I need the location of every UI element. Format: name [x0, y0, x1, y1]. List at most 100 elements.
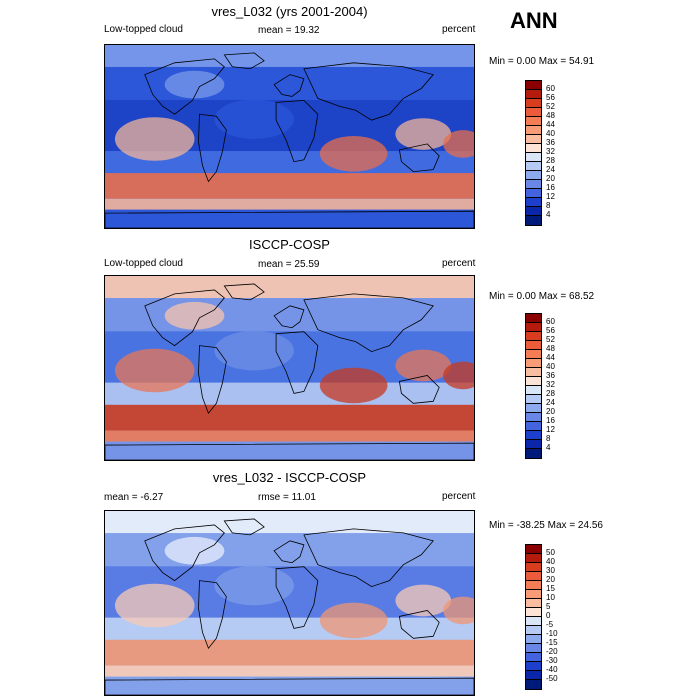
- colorbar-tick-label: 12: [546, 425, 555, 434]
- colorbar-cell: [526, 368, 541, 377]
- colorbar-cell: [526, 350, 541, 359]
- colorbar-cell: [526, 189, 541, 198]
- colorbar-cell: [526, 431, 541, 440]
- colorbar-cell: [526, 644, 541, 653]
- colorbar-tick-label: 56: [546, 93, 555, 102]
- colorbar-tick-label: 16: [546, 416, 555, 425]
- colorbar-tick-label: 52: [546, 102, 555, 111]
- colorbar-tick-label: 36: [546, 371, 555, 380]
- colorbar-cell: [526, 449, 541, 458]
- colorbar-tick-label: 36: [546, 138, 555, 147]
- colorbar-cell: [526, 440, 541, 449]
- colorbar-tick-label: 5: [546, 602, 551, 611]
- colorbar-cell: [526, 171, 541, 180]
- colorbar-tick-label: 30: [546, 566, 555, 575]
- panel-1-mean: mean = 19.32: [258, 25, 320, 36]
- colorbar-tick-label: 15: [546, 584, 555, 593]
- colorbar-tick-label: 48: [546, 111, 555, 120]
- colorbar-tick-label: 24: [546, 165, 555, 174]
- colorbar-cell: [526, 413, 541, 422]
- panel-1-left-label: Low-topped cloud: [104, 24, 183, 35]
- panel-3-minmax: Min = -38.25 Max = 24.56: [489, 520, 603, 531]
- panel-1-map: [104, 44, 475, 229]
- colorbar-cell: [526, 90, 541, 99]
- panel-3-mean: mean = -6.27: [104, 492, 164, 503]
- colorbar-cell: [526, 117, 541, 126]
- colorbar-cell: [526, 572, 541, 581]
- colorbar-tick-label: 40: [546, 557, 555, 566]
- panel-1-units: percent: [442, 24, 476, 35]
- colorbar-tick-label: -10: [546, 629, 558, 638]
- colorbar-tick-label: 32: [546, 147, 555, 156]
- colorbar-cell: [526, 332, 541, 341]
- colorbar-cell: [526, 377, 541, 386]
- colorbar-tick-label: 32: [546, 380, 555, 389]
- colorbar-tick-label: -50: [546, 674, 558, 683]
- colorbar-cell: [526, 162, 541, 171]
- colorbar-cell: [526, 341, 541, 350]
- colorbar-tick-label: -5: [546, 620, 554, 629]
- colorbar-cell: [526, 680, 541, 689]
- colorbar-tick-label: 16: [546, 183, 555, 192]
- colorbar-cell: [526, 626, 541, 635]
- panel-2-map: [104, 275, 475, 461]
- colorbar-tick-label: -30: [546, 656, 558, 665]
- colorbar-cell: [526, 386, 541, 395]
- colorbar-tick-label: 40: [546, 129, 555, 138]
- colorbar-cell: [526, 81, 541, 90]
- colorbar-tick-label: 12: [546, 192, 555, 201]
- panel-3-colorbar: [525, 544, 542, 690]
- colorbar-cell: [526, 590, 541, 599]
- colorbar-tick-label: 48: [546, 344, 555, 353]
- colorbar-tick-label: 20: [546, 407, 555, 416]
- colorbar-tick-label: 20: [546, 575, 555, 584]
- colorbar-cell: [526, 323, 541, 332]
- colorbar-cell: [526, 404, 541, 413]
- colorbar-tick-label: 4: [546, 210, 551, 219]
- panel-2-left-label: Low-topped cloud: [104, 258, 183, 269]
- colorbar-cell: [526, 662, 541, 671]
- colorbar-tick-label: 44: [546, 120, 555, 129]
- colorbar-cell: [526, 207, 541, 216]
- colorbar-cell: [526, 126, 541, 135]
- colorbar-cell: [526, 216, 541, 225]
- panel-2-title: ISCCP-COSP: [249, 237, 330, 252]
- colorbar-tick-label: 4: [546, 443, 551, 452]
- panel-3-title: vres_L032 - ISCCP-COSP: [212, 470, 367, 485]
- colorbar-tick-label: 24: [546, 398, 555, 407]
- colorbar-cell: [526, 180, 541, 189]
- colorbar-cell: [526, 422, 541, 431]
- panel-2-minmax: Min = 0.00 Max = 68.52: [489, 291, 595, 302]
- colorbar-tick-label: 28: [546, 156, 555, 165]
- panel-3-map: [104, 510, 475, 696]
- panel-2-colorbar: [525, 313, 542, 459]
- colorbar-cell: [526, 314, 541, 323]
- colorbar-cell: [526, 135, 541, 144]
- colorbar-cell: [526, 617, 541, 626]
- colorbar-cell: [526, 359, 541, 368]
- panel-3-rmse: rmse = 11.01: [258, 492, 316, 503]
- colorbar-tick-label: 52: [546, 335, 555, 344]
- colorbar-cell: [526, 671, 541, 680]
- colorbar-tick-label: -15: [546, 638, 558, 647]
- colorbar-cell: [526, 144, 541, 153]
- colorbar-cell: [526, 198, 541, 207]
- colorbar-cell: [526, 599, 541, 608]
- colorbar-cell: [526, 554, 541, 563]
- colorbar-cell: [526, 635, 541, 644]
- panel-2-mean: mean = 25.59: [258, 259, 320, 270]
- colorbar-cell: [526, 153, 541, 162]
- colorbar-cell: [526, 581, 541, 590]
- colorbar-tick-label: -40: [546, 665, 558, 674]
- panel-3-units: percent: [442, 491, 476, 502]
- colorbar-tick-label: 8: [546, 201, 551, 210]
- colorbar-tick-label: 60: [546, 84, 555, 93]
- colorbar-tick-label: 8: [546, 434, 551, 443]
- colorbar-tick-label: 28: [546, 389, 555, 398]
- colorbar-tick-label: -20: [546, 647, 558, 656]
- panel-1-minmax: Min = 0.00 Max = 54.91: [489, 56, 595, 67]
- colorbar-cell: [526, 108, 541, 117]
- colorbar-cell: [526, 545, 541, 554]
- colorbar-tick-label: 44: [546, 353, 555, 362]
- season-label: ANN: [510, 8, 558, 33]
